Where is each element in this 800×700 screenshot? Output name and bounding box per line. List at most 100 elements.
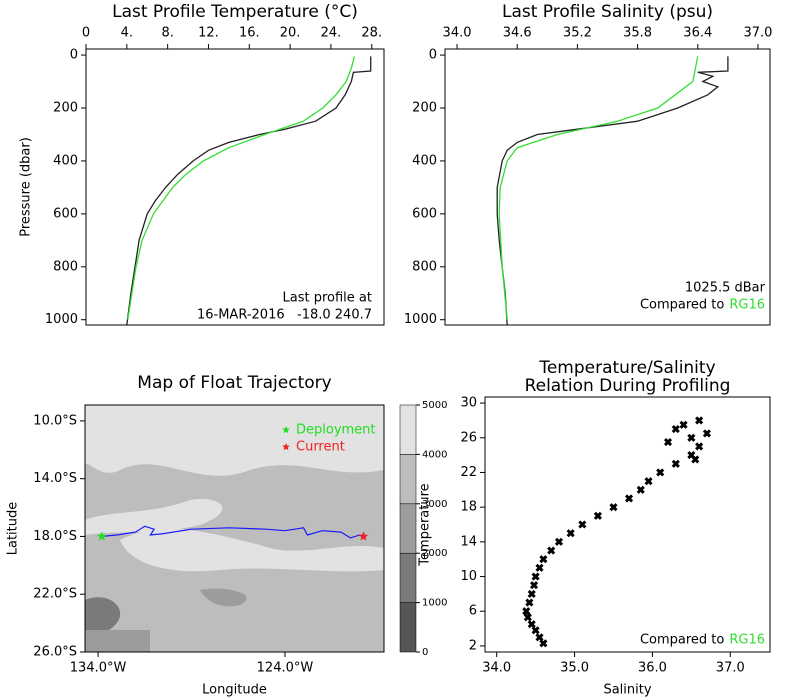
bathymetry (85, 405, 384, 652)
annotation: 16-MAR-2016 -18.0 240.7 (197, 308, 372, 323)
ts-point (535, 633, 544, 642)
y-axis-label: Latitude (6, 502, 21, 556)
x-tick-label: 28. (361, 26, 382, 41)
ts-point (636, 485, 645, 494)
ts-point (624, 494, 634, 503)
legend-label: Current (296, 440, 345, 455)
legend-marker (282, 443, 290, 451)
ts-point (527, 620, 536, 629)
y-tick-label: 1000 (45, 312, 78, 327)
x-tick-label: 36.4 (683, 26, 712, 41)
colorbar-band (399, 503, 417, 554)
ts-point (566, 529, 575, 538)
y-tick-label: 400 (53, 153, 78, 168)
x-tick-label: 124.0°W (257, 661, 314, 676)
chart-title: Last Profile Salinity (psu) (502, 2, 713, 22)
trajectory (101, 525, 364, 539)
ts-point (529, 581, 539, 590)
colorbar-band (399, 602, 417, 653)
x-tick-label: 37.0 (743, 26, 772, 41)
y-tick-label: 22.0°S (33, 587, 77, 602)
ts-point (671, 425, 680, 434)
ts-point (609, 503, 618, 512)
y-tick-label: 200 (412, 101, 437, 116)
ts-point (679, 420, 688, 429)
ts-point (525, 598, 534, 607)
plot-frame (444, 48, 771, 326)
y-axis-label: Temperature (418, 483, 433, 566)
position-marker (97, 531, 107, 541)
chart-title: Relation During Profiling (525, 376, 731, 396)
y-axis-label: Pressure (dbar) (19, 137, 34, 237)
chart-title: Map of Float Trajectory (137, 373, 331, 393)
ts-point (554, 537, 564, 546)
y-tick-label: 400 (412, 153, 437, 168)
x-tick-label: 34.0 (443, 26, 472, 41)
reference-label: RG16 (729, 298, 765, 313)
annotation: 1025.5 dBar (685, 281, 766, 296)
y-tick-label: 800 (53, 259, 78, 274)
x-tick-label: 16. (239, 26, 260, 41)
y-tick-label: 6 (469, 604, 477, 619)
y-tick-label: 1000 (404, 312, 437, 327)
x-tick-label: 35.0 (560, 661, 589, 676)
x-tick-label: 35.8 (623, 26, 652, 41)
x-tick-label: 36.0 (638, 661, 667, 676)
ts-point (527, 589, 536, 598)
profile-line (496, 56, 729, 326)
ts-point (663, 438, 673, 447)
ts-point (522, 607, 531, 616)
annotation: Last profile at (283, 291, 372, 306)
x-tick-label: 8. (161, 26, 173, 41)
x-axis-label: Longitude (202, 683, 267, 698)
y-tick-label: 26 (460, 430, 477, 445)
ts-point (687, 433, 696, 442)
chart-title: Last Profile Temperature (°C) (112, 2, 358, 22)
ts-point (671, 459, 680, 468)
y-tick-label: 0 (70, 48, 78, 63)
ts-point (695, 416, 704, 425)
ts-point (644, 477, 653, 486)
colorbar-label: 5000 (422, 400, 447, 411)
colorbar-band (399, 404, 417, 455)
ts-point (547, 546, 556, 555)
ts-point (531, 572, 540, 581)
ts-point (539, 555, 548, 564)
y-tick-label: 200 (53, 101, 78, 116)
y-tick-label: 22 (460, 465, 477, 480)
annotation: Compared to (640, 298, 724, 313)
x-tick-label: 4. (121, 26, 133, 41)
y-tick-label: 18 (460, 500, 477, 515)
ts-point (593, 511, 602, 520)
x-tick-label: 35.2 (563, 26, 592, 41)
chart-title: Temperature/Salinity (538, 358, 715, 378)
x-tick-label: 37.0 (716, 661, 745, 676)
position-marker (358, 531, 369, 541)
ts-point (531, 626, 540, 635)
x-tick-label: 34.6 (503, 26, 532, 41)
ts-point (523, 613, 532, 622)
ts-point (691, 455, 700, 464)
colorbar-label: 3000 (422, 499, 447, 510)
x-tick-label: 24. (321, 26, 342, 41)
colorbar-label: 2000 (422, 548, 447, 559)
y-tick-label: 2 (469, 638, 477, 653)
ts-point (539, 639, 548, 648)
y-tick-label: 14.0°S (33, 471, 77, 486)
ts-point (656, 468, 665, 477)
y-tick-label: 600 (412, 206, 437, 221)
x-tick-label: 134.0°W (70, 661, 127, 676)
y-tick-label: 800 (412, 259, 437, 274)
y-tick-label: 30 (460, 396, 477, 411)
y-tick-label: 26.0°S (33, 645, 77, 660)
colorbar-band (399, 454, 417, 505)
ts-point (535, 563, 544, 572)
ts-point (695, 442, 704, 451)
legend-marker (282, 426, 290, 434)
legend-label: Deployment (296, 423, 376, 438)
y-tick-label: 14 (460, 534, 477, 549)
y-tick-label: 0 (429, 48, 437, 63)
colorbar-label: 4000 (422, 449, 447, 460)
